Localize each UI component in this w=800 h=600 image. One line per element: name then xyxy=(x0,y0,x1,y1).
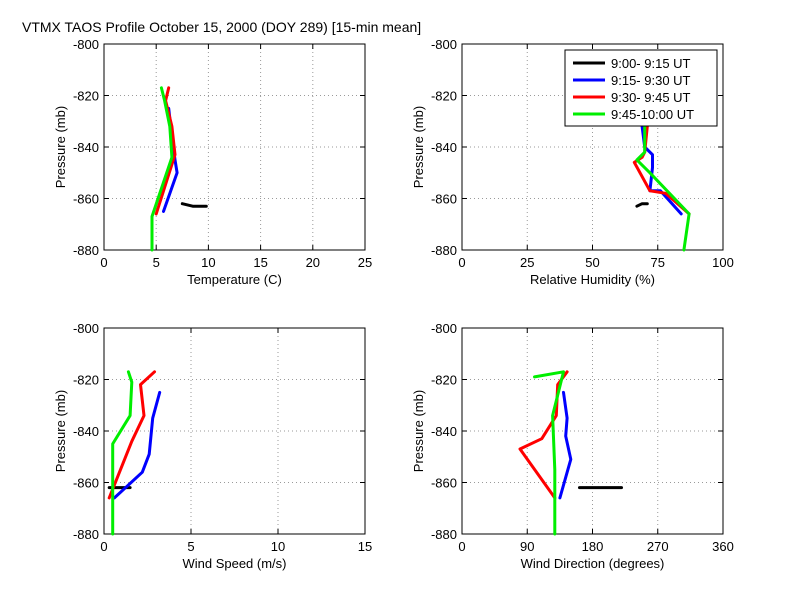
x-tick-label: 25 xyxy=(358,255,372,270)
y-tick-label: -880 xyxy=(73,243,99,258)
y-axis-label: Pressure (mb) xyxy=(53,106,68,188)
series-line-9-00-9-15-ut xyxy=(635,202,649,208)
x-tick-label: 50 xyxy=(585,255,599,270)
series-line-9-45-10-00-ut xyxy=(111,370,134,536)
y-tick-label: -820 xyxy=(431,89,457,104)
y-tick-label: -820 xyxy=(73,89,99,104)
y-axis-label: Pressure (mb) xyxy=(411,390,426,472)
x-axis-label: Relative Humidity (%) xyxy=(530,272,655,287)
y-tick-label: -820 xyxy=(73,373,99,388)
x-tick-label: 0 xyxy=(458,255,465,270)
y-tick-label: -800 xyxy=(431,37,457,52)
y-tick-label: -820 xyxy=(431,373,457,388)
x-tick-label: 0 xyxy=(100,539,107,554)
x-axis-label: Temperature (C) xyxy=(187,272,282,287)
charts-container: 0 5 10 15 20 25 -880 -860 -840 -820 -800 Temperatur… xyxy=(53,37,734,571)
y-tick-label: -880 xyxy=(73,527,99,542)
series-line-9-30-9-45-ut xyxy=(107,370,156,500)
series-line-9-45-10-00-ut xyxy=(150,86,174,252)
y-tick-label: -880 xyxy=(431,527,457,542)
y-tick-label: -800 xyxy=(73,37,99,52)
x-tick-label: 5 xyxy=(187,539,194,554)
chart-panel-2: 0 25 50 75 100 -880 -860 -840 -820 -800 Relative H… xyxy=(411,37,734,287)
y-tick-label: -860 xyxy=(73,192,99,207)
chart-panel-1: 0 5 10 15 20 25 -880 -860 -840 -820 -800 Temperatur… xyxy=(53,37,372,287)
series-line-9-15-9-30-ut xyxy=(558,390,573,500)
y-axis-label: Pressure (mb) xyxy=(411,106,426,188)
x-tick-label: 15 xyxy=(358,539,372,554)
y-tick-label: -800 xyxy=(73,321,99,336)
y-tick-label: -840 xyxy=(431,140,457,155)
legend-label: 9:00- 9:15 UT xyxy=(611,56,691,71)
legend-label: 9:30- 9:45 UT xyxy=(611,90,691,105)
y-tick-label: -880 xyxy=(431,243,457,258)
y-tick-label: -840 xyxy=(73,140,99,155)
y-axis-label: Pressure (mb) xyxy=(53,390,68,472)
y-tick-label: -860 xyxy=(431,476,457,491)
y-tick-label: -800 xyxy=(431,321,457,336)
x-tick-label: 180 xyxy=(582,539,604,554)
chart-panel-3: 0 5 10 15 -880 -860 -840 -820 -800 Wind Speed (m/… xyxy=(53,321,372,571)
x-tick-label: 10 xyxy=(201,255,215,270)
y-tick-label: -860 xyxy=(73,476,99,491)
x-tick-label: 270 xyxy=(647,539,669,554)
series-line-9-30-9-45-ut xyxy=(518,370,569,500)
x-tick-label: 90 xyxy=(520,539,534,554)
series-line-9-00-9-15-ut xyxy=(180,202,208,208)
y-tick-label: -860 xyxy=(431,192,457,207)
x-tick-label: 5 xyxy=(153,255,160,270)
x-tick-label: 15 xyxy=(253,255,267,270)
x-tick-label: 75 xyxy=(651,255,665,270)
series-line-9-45-10-00-ut xyxy=(533,370,565,536)
x-tick-label: 25 xyxy=(520,255,534,270)
figure-title: VTMX TAOS Profile October 15, 2000 (DOY … xyxy=(22,19,421,35)
x-axis-label: Wind Direction (degrees) xyxy=(521,556,665,571)
y-tick-label: -840 xyxy=(73,424,99,439)
legend: 9:00- 9:15 UT 9:15- 9:30 UT 9:30- 9:45 UT 9… xyxy=(564,49,718,127)
x-axis-label: Wind Speed (m/s) xyxy=(182,556,286,571)
x-tick-label: 20 xyxy=(306,255,320,270)
x-tick-label: 0 xyxy=(458,539,465,554)
x-tick-label: 10 xyxy=(271,539,285,554)
x-tick-label: 360 xyxy=(712,539,734,554)
x-tick-label: 0 xyxy=(100,255,107,270)
legend-label: 9:15- 9:30 UT xyxy=(611,73,691,88)
y-tick-label: -840 xyxy=(431,424,457,439)
series-line-9-30-9-45-ut xyxy=(154,86,177,216)
legend-label: 9:45-10:00 UT xyxy=(611,107,694,122)
series-line-9-15-9-30-ut xyxy=(112,390,162,500)
chart-panel-4: 0 90 180 270 360 -880 -860 -840 -820 -800 Wind Dir… xyxy=(411,321,734,571)
x-tick-label: 100 xyxy=(712,255,734,270)
